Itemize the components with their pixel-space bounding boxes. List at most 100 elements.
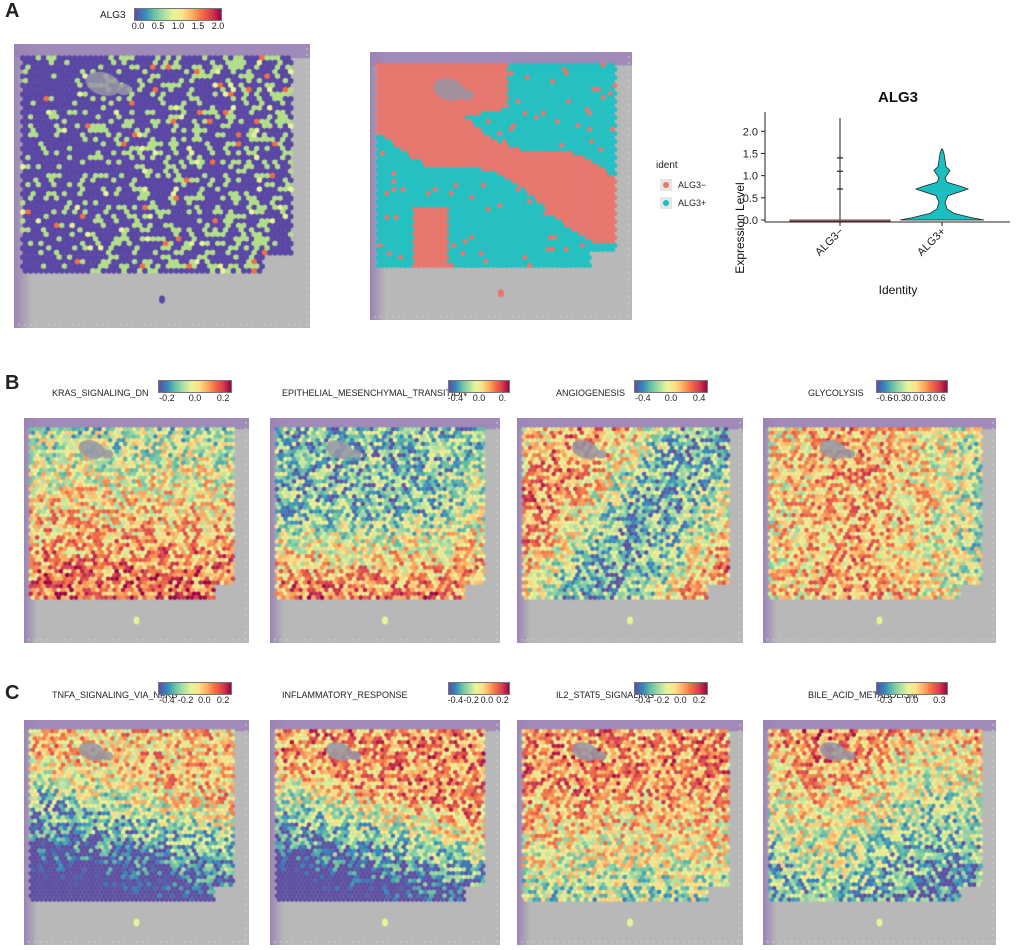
ident-key-bg bbox=[660, 197, 672, 209]
violin-x-tick-label: ALG3− bbox=[813, 226, 846, 259]
ident-key-bg bbox=[660, 179, 672, 191]
colorbar-tick: -0.4 bbox=[447, 393, 464, 403]
violin-x-label: Identity bbox=[879, 283, 918, 297]
spatial-spots-canvas bbox=[24, 418, 249, 643]
alg3-legend-title: ALG3 bbox=[100, 10, 126, 21]
colorbar-tick: 0. bbox=[498, 393, 507, 403]
colorbar-tick: -0.2 bbox=[463, 695, 479, 705]
colorbar-tick: 0.2 bbox=[496, 695, 509, 705]
colorbar-tick: 0.0 bbox=[905, 393, 919, 403]
spatial-spots-canvas bbox=[763, 418, 996, 643]
signature-title: TNFA_SIGNALING_VIA_NFKB bbox=[52, 690, 178, 700]
signature-spatial-map bbox=[763, 720, 996, 945]
signature-colorbar bbox=[448, 682, 510, 695]
colorbar-tick: 0.0 bbox=[905, 695, 919, 705]
violin-y-tick-label: 1.5 bbox=[743, 148, 758, 160]
colorbar-tick: 0.2 bbox=[216, 393, 230, 403]
spatial-spots-canvas bbox=[370, 52, 632, 320]
spatial-spots-canvas bbox=[14, 44, 310, 328]
violin-x-tick-label: ALG3+ bbox=[915, 226, 948, 259]
violin-y-tick-label: 0.0 bbox=[743, 215, 758, 227]
ident-legend: ident ALG3− ALG3+ bbox=[656, 160, 726, 220]
panel-label-c: C bbox=[5, 682, 20, 704]
violin-y-label: Expression Level bbox=[733, 182, 747, 273]
colorbar-tick: -0.3 bbox=[890, 393, 907, 403]
spatial-spots-canvas bbox=[270, 418, 500, 643]
signature-title: INFLAMMATORY_RESPONSE bbox=[282, 690, 408, 700]
ident-spatial-map bbox=[370, 52, 632, 320]
alg3-tick: 0.5 bbox=[151, 21, 165, 31]
signature-title: EPITHELIAL_MESENCHYMAL_TRANSITION bbox=[282, 388, 468, 398]
colorbar-tick: 0.0 bbox=[674, 695, 687, 705]
signature-title: ANGIOGENESIS bbox=[556, 388, 626, 398]
signature-spatial-map bbox=[270, 418, 500, 643]
signature-colorbar bbox=[634, 380, 708, 393]
signature-title: GLYCOLYSIS bbox=[808, 388, 864, 398]
signature-colorbar bbox=[448, 380, 510, 393]
signature-colorbar bbox=[876, 682, 948, 695]
signature-colorbar-legend: BILE_ACID_METABOLISM -0.3 0.0 0.3 bbox=[808, 682, 956, 712]
signature-colorbar-legend: INFLAMMATORY_RESPONSE -0.4 -0.2 0.0 0.2 bbox=[282, 682, 518, 712]
signature-colorbar-legend: GLYCOLYSIS -0.6 -0.3 0.0 0.3 0.6 bbox=[808, 380, 956, 410]
colorbar-tick: -0.2 bbox=[653, 695, 670, 705]
violin-shape-pos bbox=[899, 148, 985, 221]
alg3-tick: 1.0 bbox=[171, 21, 185, 31]
alg3-tick: 2.0 bbox=[211, 21, 225, 31]
alg3-expression-spatial-map bbox=[14, 44, 310, 328]
signature-spatial-map bbox=[24, 720, 249, 945]
signature-colorbar bbox=[876, 380, 948, 393]
spatial-spots-canvas bbox=[763, 720, 996, 945]
signature-spatial-map bbox=[517, 720, 743, 945]
signature-colorbar-legend: IL2_STAT5_SIGNALING -0.4 -0.2 0.0 0.2 bbox=[556, 682, 716, 712]
colorbar-tick: -0.4 bbox=[159, 695, 175, 705]
colorbar-tick: -0.4 bbox=[635, 393, 651, 403]
colorbar-tick: 0.4 bbox=[692, 393, 706, 403]
panel-label-a: A bbox=[5, 0, 20, 22]
violin-y-tick-label: 1.0 bbox=[743, 171, 758, 183]
ident-neg-label: ALG3− bbox=[678, 180, 707, 190]
signature-spatial-map bbox=[763, 418, 996, 643]
violin-y-tick-label: 2.0 bbox=[743, 126, 758, 138]
colorbar-tick: -0.3 bbox=[876, 695, 893, 705]
spatial-spots-canvas bbox=[517, 720, 743, 945]
colorbar-tick: -0.2 bbox=[159, 393, 175, 403]
signature-colorbar bbox=[158, 380, 232, 393]
ident-neg-swatch bbox=[663, 182, 669, 188]
signature-title: IL2_STAT5_SIGNALING bbox=[556, 690, 655, 700]
colorbar-tick: 0.3 bbox=[933, 695, 946, 705]
signature-colorbar bbox=[634, 682, 708, 695]
colorbar-tick: 0.2 bbox=[216, 695, 230, 705]
alg3-colorbar-legend: ALG3 0.0 0.5 1.0 1.5 2.0 bbox=[100, 8, 240, 38]
ident-pos-swatch bbox=[663, 200, 669, 206]
violin-title: ALG3 bbox=[878, 89, 918, 106]
signature-colorbar-legend: EPITHELIAL_MESENCHYMAL_TRANSITION -0.4 0.0… bbox=[282, 380, 518, 410]
colorbar-tick: -0.4 bbox=[635, 695, 651, 705]
colorbar-tick: 0.0 bbox=[198, 695, 211, 705]
colorbar-tick: 0.0 bbox=[664, 393, 678, 403]
ident-pos-label: ALG3+ bbox=[678, 198, 707, 208]
colorbar-tick: -0.4 bbox=[447, 695, 464, 705]
signature-colorbar bbox=[158, 682, 232, 695]
panel-label-b: B bbox=[5, 372, 20, 394]
signature-colorbar-legend: KRAS_SIGNALING_DN -0.2 0.0 0.2 bbox=[52, 380, 240, 410]
signature-colorbar-legend: ANGIOGENESIS -0.4 0.0 0.4 bbox=[556, 380, 716, 410]
spatial-spots-canvas bbox=[270, 720, 500, 945]
signature-colorbar-legend: TNFA_SIGNALING_VIA_NFKB -0.4 -0.2 0.0 0.2 bbox=[52, 682, 240, 712]
signature-title: KRAS_SIGNALING_DN bbox=[52, 388, 149, 398]
spatial-spots-canvas bbox=[24, 720, 249, 945]
signature-spatial-map bbox=[517, 418, 743, 643]
alg3-tick: 1.5 bbox=[191, 21, 205, 31]
spatial-spots-canvas bbox=[517, 418, 743, 643]
colorbar-tick: 0.0 bbox=[472, 393, 486, 403]
colorbar-tick: 0.2 bbox=[692, 695, 706, 705]
signature-title: BILE_ACID_METABOLISM bbox=[808, 690, 918, 700]
colorbar-tick: 0.0 bbox=[188, 393, 202, 403]
alg3-tick: 0.0 bbox=[131, 21, 145, 31]
colorbar-tick: 0.3 bbox=[919, 393, 932, 403]
colorbar-tick: 0.0 bbox=[480, 695, 494, 705]
alg3-violin-plot: ALG3 Expression Level Identity 0.0 0.5 1.0… bbox=[733, 89, 1010, 297]
ident-legend-title: ident bbox=[656, 160, 678, 171]
violin-shape-neg bbox=[789, 219, 891, 222]
violin-plot-area: 0.0 0.5 1.0 1.5 2.0 ALG3− ALG3+ bbox=[743, 112, 1010, 259]
alg3-colorbar bbox=[134, 8, 222, 21]
